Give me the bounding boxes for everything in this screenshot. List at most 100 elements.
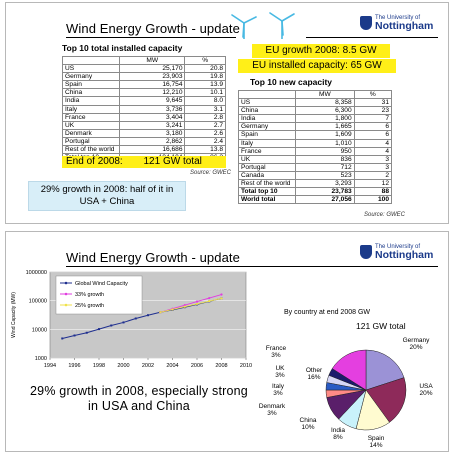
percent-cell: 12 bbox=[353, 179, 393, 189]
wind-turbines-illustration bbox=[231, 12, 295, 39]
slide-2: Wind Energy Growth - update The Universi… bbox=[5, 231, 449, 452]
mw-cell: 27,056 bbox=[295, 195, 355, 205]
country-cell: China bbox=[238, 106, 296, 116]
table-row: UK 3,241 2.7 bbox=[62, 120, 226, 130]
line-chart-series bbox=[61, 293, 223, 340]
data-point bbox=[220, 297, 223, 300]
logo-line-2: Nottingham bbox=[375, 20, 434, 32]
percent-cell: 2.4 bbox=[184, 136, 226, 147]
mw-cell: 9,645 bbox=[118, 96, 186, 106]
table-row: World total 27,056 100 bbox=[238, 195, 393, 205]
country-cell: France bbox=[62, 112, 120, 122]
country-cell: India bbox=[238, 114, 296, 124]
installed-capacity-heading: Top 10 total installed capacity bbox=[62, 43, 183, 53]
mw-cell: 16,754 bbox=[118, 80, 186, 90]
country-cell: Italy bbox=[62, 104, 120, 114]
title-underline-right bbox=[306, 37, 438, 38]
eu-growth-box: EU growth 2008: 8.5 GW bbox=[252, 44, 390, 58]
slice-label: Spain bbox=[368, 435, 385, 442]
series-line bbox=[160, 294, 222, 313]
country-cell: Spain bbox=[62, 80, 120, 90]
country-cell: UK bbox=[62, 120, 120, 130]
percent-cell: 6 bbox=[353, 130, 393, 140]
table-row: Italy 3,736 3.1 bbox=[62, 104, 226, 114]
country-cell: Denmark bbox=[62, 128, 120, 138]
mw-cell: 523 bbox=[295, 170, 355, 181]
table-row: Rest of the world 3,293 12 bbox=[238, 179, 393, 189]
data-point bbox=[110, 324, 113, 327]
eu-installed-box: EU installed capacity: 65 GW bbox=[238, 59, 396, 73]
mw-cell: 16,686 bbox=[118, 145, 186, 155]
data-point bbox=[208, 300, 211, 303]
x-tick-label: 1998 bbox=[93, 363, 105, 369]
end-of-2008-box: End of 2008: 121 GW total bbox=[62, 156, 226, 168]
slide-1: Wind Energy Growth - update The Universi… bbox=[5, 2, 449, 224]
data-point bbox=[122, 321, 125, 324]
slice-label: India bbox=[331, 427, 345, 434]
table-row: France 3,404 2.8 bbox=[62, 112, 226, 122]
pie-total-caption: 121 GW total bbox=[356, 321, 406, 331]
mw-cell: 6,300 bbox=[295, 106, 355, 116]
mw-cell: 1,665 bbox=[295, 122, 355, 132]
slice-label: Denmark bbox=[259, 403, 286, 410]
mw-cell: 23,903 bbox=[118, 72, 186, 82]
table-row: Germany 23,903 19.8 bbox=[62, 72, 226, 82]
percent-cell: 88 bbox=[353, 187, 393, 197]
percent-cell: 13.9 bbox=[184, 80, 226, 90]
line-chart-legend: Global Wind Capacity 33% growth 25% growth bbox=[55, 275, 143, 315]
percent-cell: 7 bbox=[353, 114, 393, 124]
university-crest-icon bbox=[360, 16, 372, 31]
mw-cell: 712 bbox=[295, 162, 355, 172]
table-row: Spain 1,609 6 bbox=[238, 130, 393, 140]
slice-percent: 20% bbox=[419, 390, 432, 397]
percent-cell: 3 bbox=[353, 162, 393, 172]
x-tick-label: 1994 bbox=[44, 363, 56, 369]
mw-cell: 2,862 bbox=[118, 136, 186, 147]
data-point bbox=[195, 300, 199, 303]
pie-slice-other bbox=[331, 349, 367, 391]
series-line bbox=[62, 297, 222, 339]
table-row: Rest of the world 16,686 13.8 bbox=[62, 145, 226, 155]
wind-capacity-line-chart: 1000 10000 100000 1000000 1994 1996 1998 2000 20… bbox=[11, 270, 252, 369]
slice-label: USA bbox=[419, 383, 433, 390]
y-tick-label: 100000 bbox=[29, 299, 47, 305]
mw-cell: 3,180 bbox=[118, 128, 186, 138]
legend-marker bbox=[64, 292, 68, 296]
data-point bbox=[98, 328, 100, 331]
table-row: China 12,210 10.1 bbox=[62, 88, 226, 98]
table-header-row: MW % bbox=[238, 89, 393, 100]
slice-label: France bbox=[266, 345, 287, 352]
percent-cell: 100 bbox=[353, 195, 393, 205]
slice-percent: 3% bbox=[273, 390, 283, 397]
x-tick-label: 1996 bbox=[68, 363, 80, 369]
slice-label: China bbox=[300, 417, 317, 424]
percent-cell: 8.0 bbox=[184, 96, 226, 106]
logo-line-1: The University of bbox=[375, 244, 421, 250]
table-row: India 1,800 7 bbox=[238, 114, 393, 124]
data-point bbox=[85, 331, 88, 334]
mw-cell: 3,241 bbox=[118, 120, 186, 130]
mw-cell: 23,783 bbox=[295, 187, 355, 197]
percent-cell: 2.8 bbox=[184, 112, 226, 122]
title-underline bbox=[66, 37, 236, 38]
country-cell: Germany bbox=[238, 122, 296, 132]
percent-cell: 2.7 bbox=[184, 120, 226, 130]
pie-slices bbox=[325, 349, 407, 431]
table-header-row: MW % bbox=[62, 55, 226, 66]
logo-line-1: The University of bbox=[375, 15, 421, 21]
source-gwec: Source: GWEC bbox=[190, 170, 232, 176]
table-row: Germany 1,665 6 bbox=[238, 122, 393, 132]
slice-percent: 3% bbox=[271, 352, 281, 359]
x-tick-label: 2006 bbox=[191, 363, 203, 369]
y-tick-label: 1000 bbox=[35, 356, 47, 362]
column-header bbox=[62, 55, 120, 66]
percent-cell: 4 bbox=[353, 146, 393, 156]
table-row: US 8,358 31 bbox=[238, 98, 393, 108]
table-row: Spain 16,754 13.9 bbox=[62, 80, 226, 90]
percent-cell: 19.8 bbox=[184, 72, 226, 82]
legend-label: Global Wind Capacity bbox=[75, 281, 128, 287]
table-row: France 950 4 bbox=[238, 146, 393, 156]
country-cell: World total bbox=[238, 195, 296, 205]
country-cell: Rest of the world bbox=[238, 179, 296, 189]
y-tick-label: 1000000 bbox=[26, 270, 47, 276]
